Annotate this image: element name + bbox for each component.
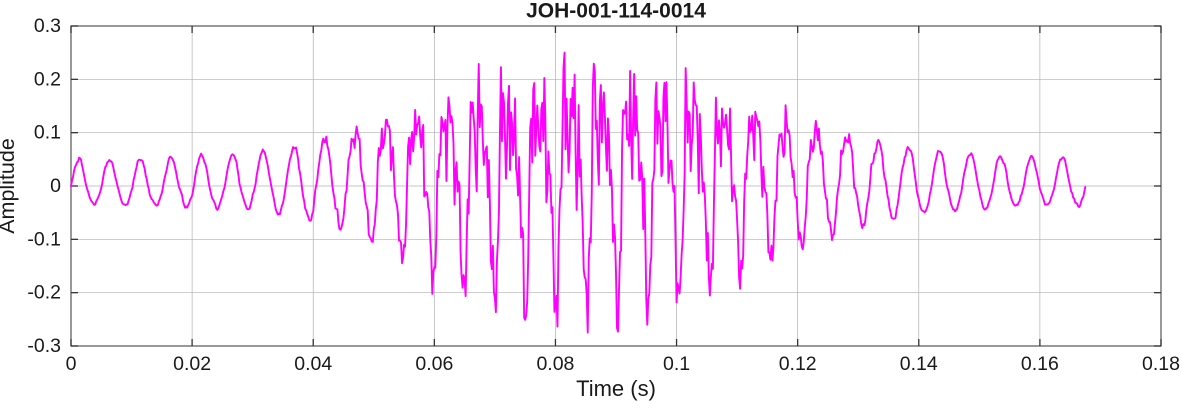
svg-text:-0.2: -0.2 xyxy=(27,282,61,304)
svg-text:0.1: 0.1 xyxy=(34,122,61,144)
svg-text:0.12: 0.12 xyxy=(779,353,817,375)
svg-text:0: 0 xyxy=(50,175,61,197)
svg-text:0.16: 0.16 xyxy=(1021,353,1059,375)
svg-text:-0.1: -0.1 xyxy=(27,228,61,250)
svg-text:0: 0 xyxy=(66,353,77,375)
svg-text:0.06: 0.06 xyxy=(415,353,453,375)
svg-text:Time (s): Time (s) xyxy=(576,376,656,401)
svg-text:-0.3: -0.3 xyxy=(27,335,61,357)
svg-text:JOH-001-114-0014: JOH-001-114-0014 xyxy=(526,0,706,23)
svg-text:0.08: 0.08 xyxy=(536,353,574,375)
svg-text:0.3: 0.3 xyxy=(34,15,61,37)
svg-text:0.04: 0.04 xyxy=(294,353,332,375)
svg-text:0.1: 0.1 xyxy=(663,353,690,375)
svg-text:0.2: 0.2 xyxy=(34,68,61,90)
svg-text:Amplitude: Amplitude xyxy=(0,138,19,234)
svg-text:0.18: 0.18 xyxy=(1142,353,1180,375)
svg-text:0.14: 0.14 xyxy=(900,353,938,375)
svg-text:0.02: 0.02 xyxy=(173,353,211,375)
